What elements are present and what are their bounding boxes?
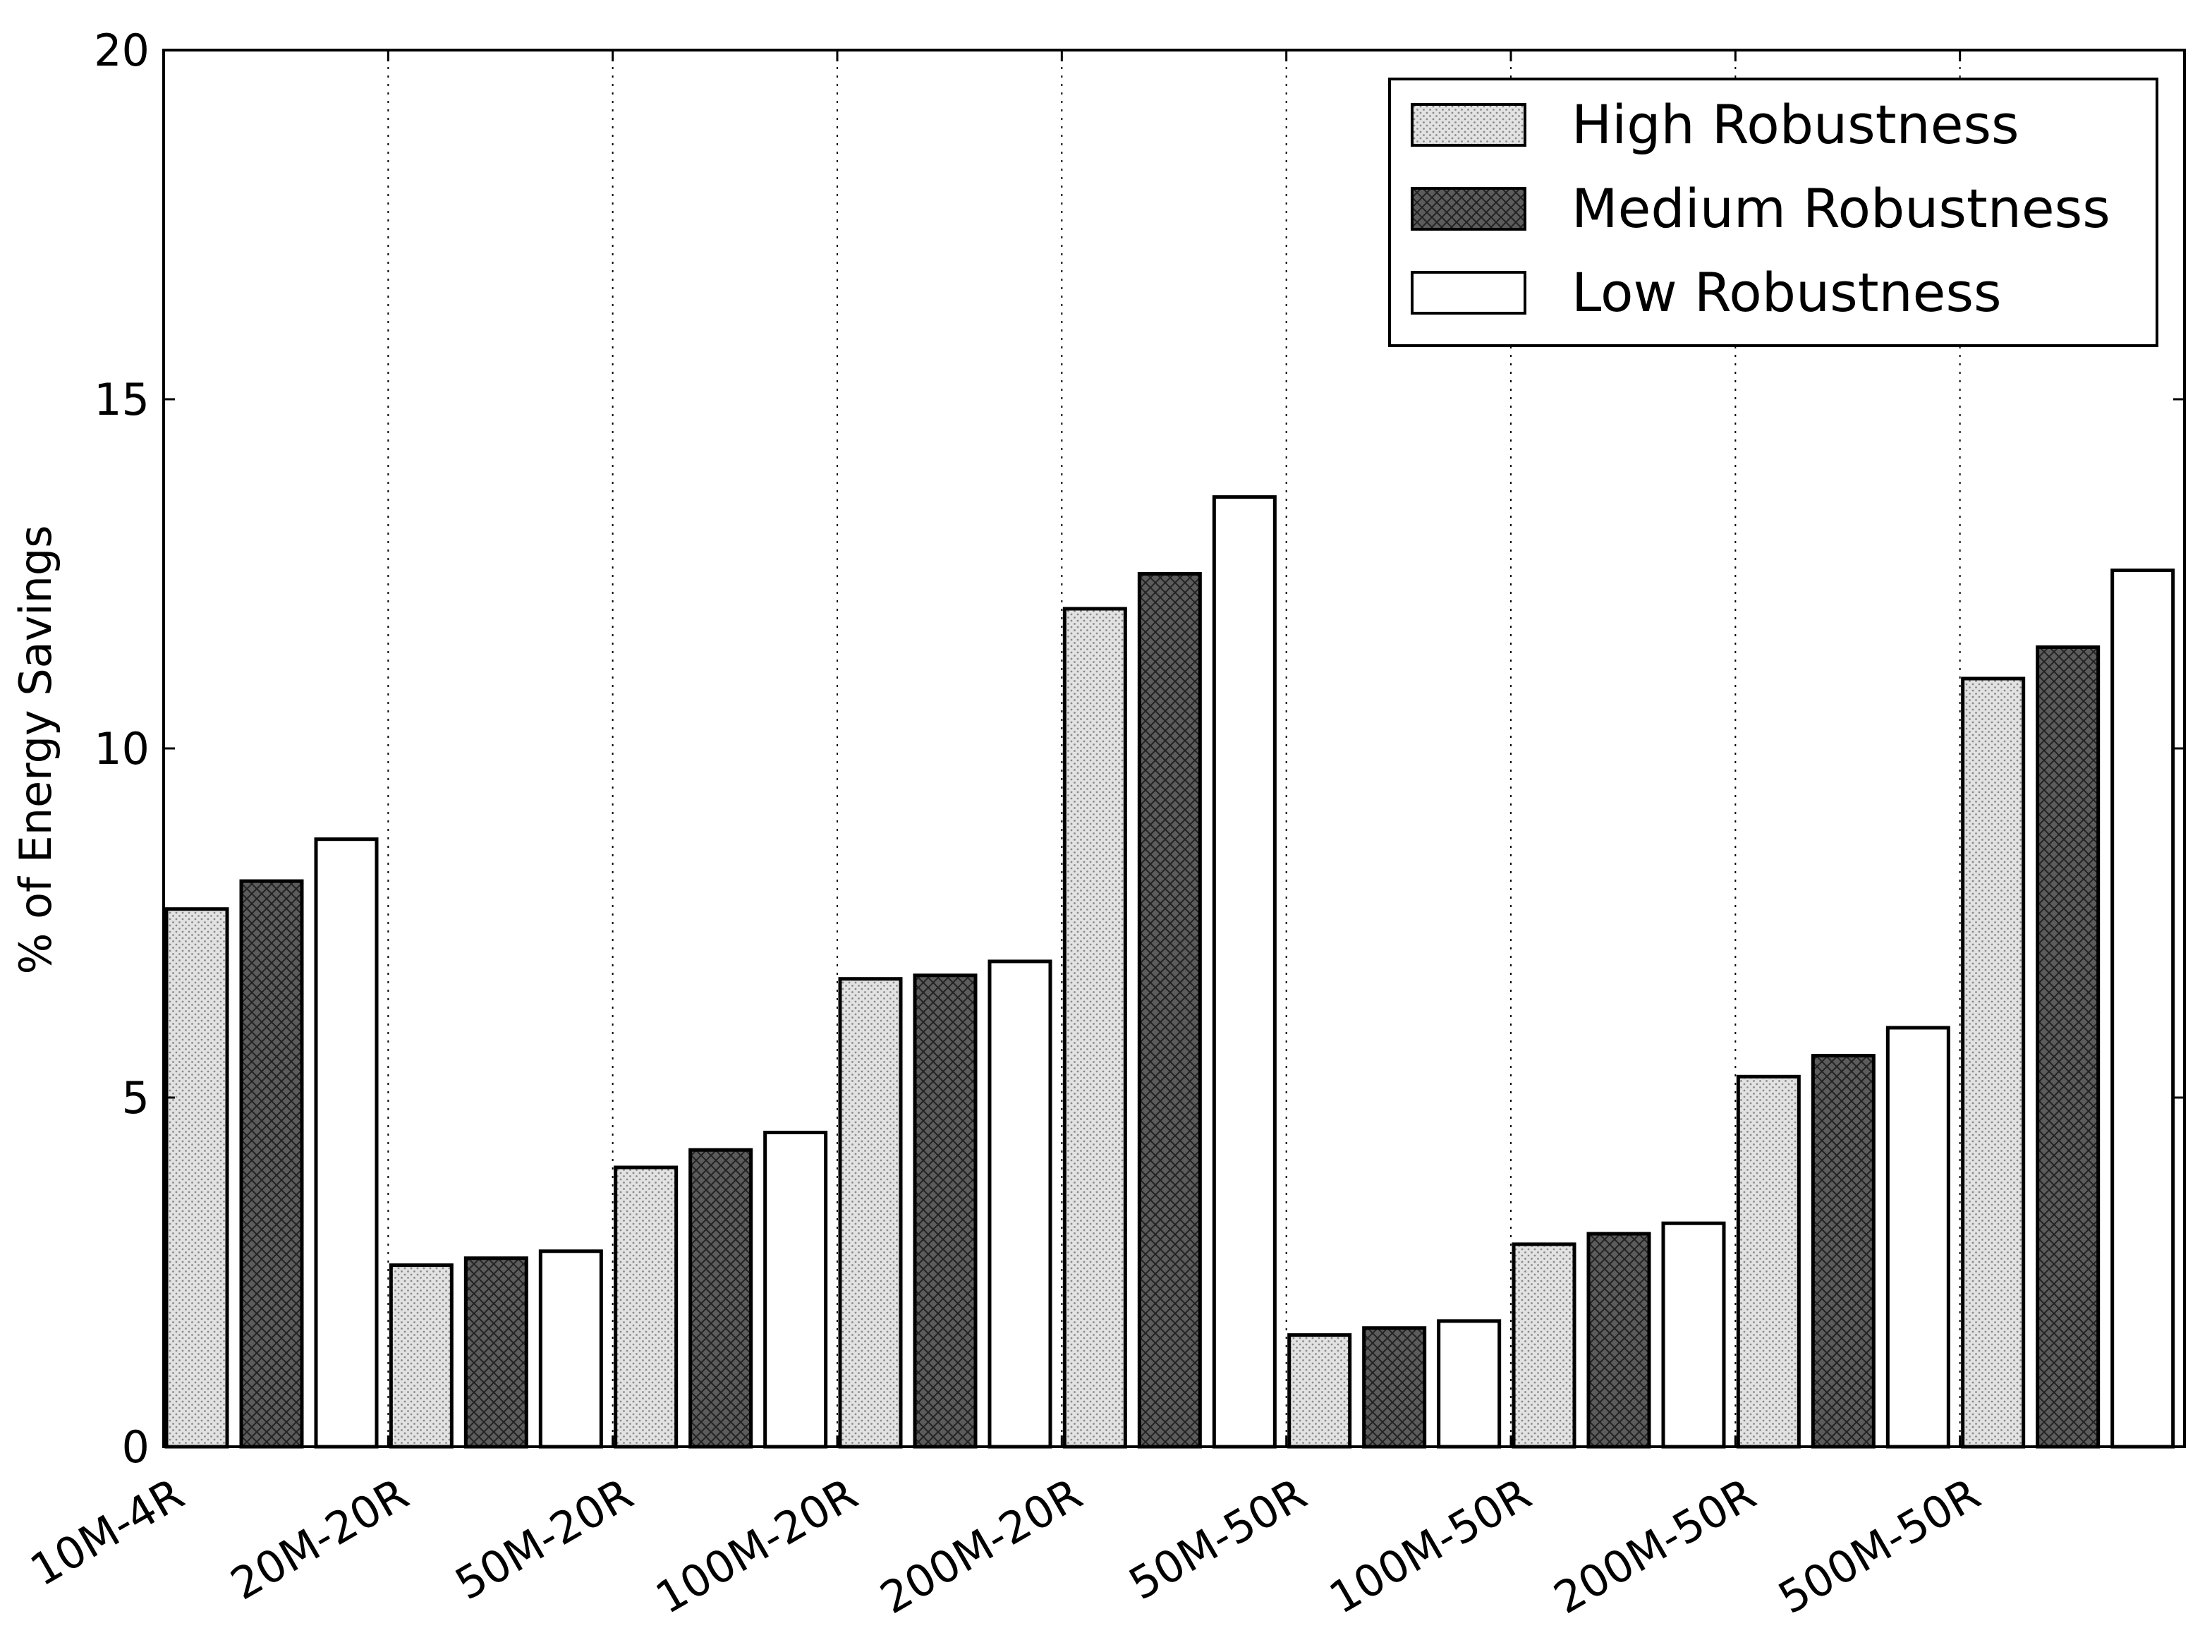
y-tick-label: 10	[94, 723, 150, 775]
bar-high-robustness-100m-20r	[838, 977, 903, 1449]
legend-label: High Robustness	[1572, 93, 2019, 156]
bar-medium-robustness-50m-20r	[688, 1148, 753, 1449]
legend-label: Medium Robustness	[1572, 177, 2110, 240]
legend: High Robustness Medium Robustness Low Robu…	[1388, 78, 2158, 347]
bar-high-robustness-50m-20r	[614, 1165, 679, 1449]
legend-swatch	[1411, 187, 1526, 231]
bar-medium-robustness-500m-50r	[2036, 645, 2101, 1449]
bar-high-robustness-200m-20r	[1062, 607, 1127, 1449]
legend-swatch	[1411, 103, 1526, 147]
x-tick-label: 50M-50R	[1120, 1468, 1315, 1610]
x-tick-label: 200M-50R	[1545, 1468, 1764, 1624]
x-tick-label: 20M-20R	[222, 1468, 417, 1610]
bar-low-robustness-100m-50r	[1661, 1221, 1726, 1449]
bar-low-robustness-200m-50r	[1885, 1026, 1950, 1449]
x-tick-label: 100M-20R	[647, 1468, 865, 1624]
x-tick-label: 500M-50R	[1770, 1468, 1988, 1624]
bar-low-robustness-50m-50r	[1437, 1319, 1502, 1449]
bar-low-robustness-200m-20r	[1212, 495, 1277, 1449]
x-tick-label: 100M-50R	[1320, 1468, 1539, 1624]
legend-label: Low Robustness	[1572, 261, 2002, 324]
bar-medium-robustness-100m-20r	[913, 973, 978, 1449]
bar-medium-robustness-10m-4r	[239, 879, 304, 1449]
bar-low-robustness-50m-20r	[763, 1131, 828, 1449]
bar-medium-robustness-50m-50r	[1362, 1326, 1427, 1449]
bar-high-robustness-10m-4r	[164, 907, 229, 1449]
y-tick-label: 20	[94, 25, 150, 76]
bar-high-robustness-500m-50r	[1961, 676, 2026, 1449]
y-axis-label: % of Energy Savings	[10, 525, 61, 974]
bar-high-robustness-50m-50r	[1287, 1333, 1352, 1449]
bar-high-robustness-200m-50r	[1736, 1074, 1801, 1449]
bar-high-robustness-100m-50r	[1512, 1242, 1576, 1449]
x-tick-label: 50M-20R	[446, 1468, 641, 1610]
bar-medium-robustness-200m-50r	[1811, 1054, 1876, 1449]
bar-medium-robustness-100m-50r	[1586, 1232, 1651, 1449]
bar-low-robustness-100m-20r	[988, 959, 1052, 1449]
bar-low-robustness-500m-50r	[2110, 569, 2175, 1449]
x-tick-label: 10M-4R	[22, 1468, 193, 1596]
legend-swatch	[1411, 271, 1526, 315]
y-tick-label: 0	[122, 1421, 150, 1473]
bar-medium-robustness-20m-20r	[463, 1256, 528, 1449]
bar-low-robustness-20m-20r	[538, 1249, 603, 1449]
y-tick-label: 15	[94, 374, 150, 425]
x-tick-label: 200M-20R	[872, 1468, 1090, 1624]
bar-low-robustness-10m-4r	[314, 837, 379, 1449]
bar-high-robustness-20m-20r	[389, 1263, 454, 1449]
bar-medium-robustness-200m-20r	[1137, 572, 1202, 1449]
y-tick-label: 5	[122, 1072, 150, 1124]
